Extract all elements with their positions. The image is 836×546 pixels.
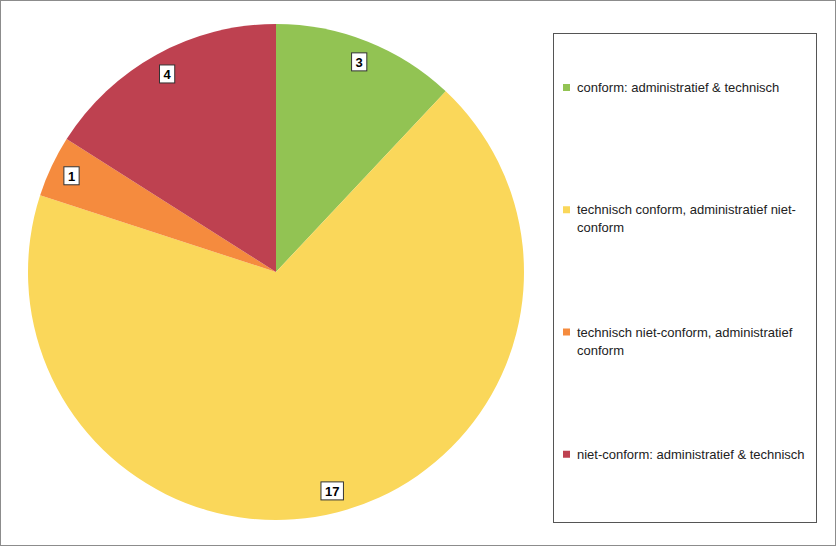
pie-slices — [28, 24, 524, 520]
legend-frame — [554, 34, 817, 523]
legend — [554, 34, 817, 523]
legend-swatch — [563, 84, 570, 91]
data-label-box — [321, 482, 343, 500]
legend-swatch — [563, 329, 570, 336]
legend-label: technisch conform, administratief niet-c… — [577, 201, 805, 237]
data-label-box — [352, 53, 367, 71]
data-labels: 3 17 1 4 — [64, 53, 367, 500]
data-label: 3 — [356, 55, 363, 70]
pie-slice — [67, 24, 276, 272]
data-label: 4 — [164, 67, 172, 82]
chart-container: {"chart_data": {"type": "pie", "categori… — [0, 0, 836, 546]
legend-swatch — [563, 206, 570, 213]
data-label-box — [64, 167, 79, 185]
legend-label: niet-conform: administratief & technisch — [577, 446, 805, 464]
legend-label: conform: administratief & technisch — [577, 79, 805, 97]
legend-label: technisch niet-conform, administratief c… — [577, 324, 805, 360]
data-label-box — [160, 65, 175, 83]
legend-swatch — [563, 451, 570, 458]
data-label: 17 — [325, 484, 339, 499]
chart-frame — [1, 1, 836, 546]
data-label: 1 — [68, 169, 75, 184]
